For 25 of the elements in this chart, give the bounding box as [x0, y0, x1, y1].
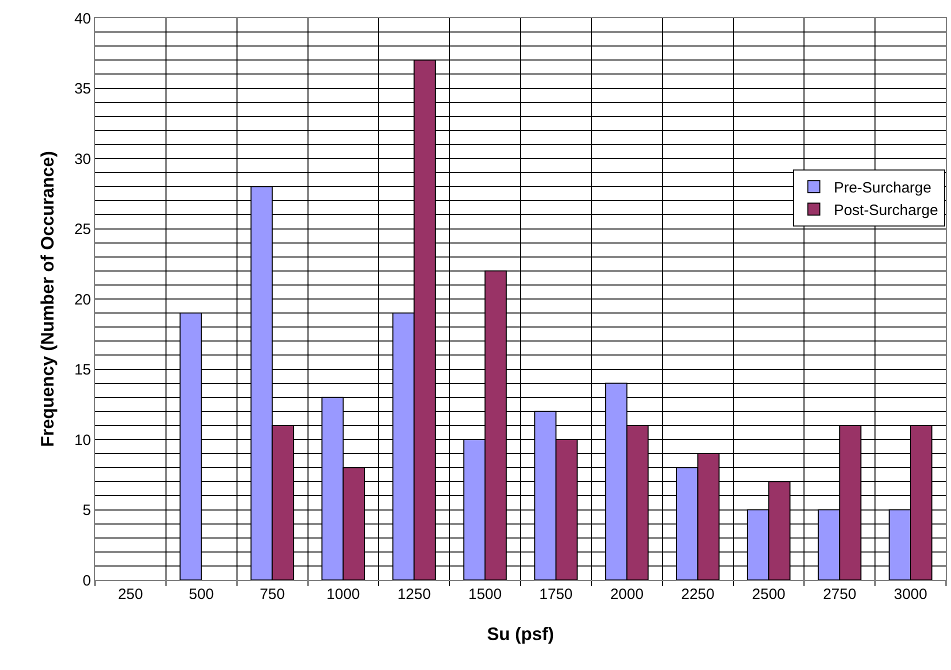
x-tick-label: 1750: [539, 586, 573, 603]
y-tick-label: 25: [74, 221, 91, 238]
y-tick-label: 35: [74, 80, 91, 98]
y-tick-label: 5: [82, 502, 91, 519]
x-tick-label: 3000: [894, 586, 928, 603]
x-tick-label: 2500: [752, 586, 786, 603]
y-tick-label: 10: [74, 432, 91, 449]
x-tick-label: 1250: [397, 586, 431, 603]
y-tick-label: 0: [82, 572, 91, 590]
y-axis-title: Frequency (Number of Occurance): [38, 150, 58, 448]
legend-label: Pre-Surcharge: [834, 179, 932, 196]
x-tick-label: 1500: [468, 586, 502, 603]
x-tick-label: 250: [118, 586, 143, 603]
legend-label: Post-Surcharge: [834, 202, 938, 219]
x-axis-title: Su (psf): [487, 624, 554, 644]
x-tick-label: 750: [260, 586, 285, 603]
x-tick-label: 500: [188, 586, 214, 603]
y-tick-label: 20: [74, 291, 91, 308]
x-tick-label: 2250: [681, 586, 714, 603]
y-tick-label: 40: [74, 10, 91, 28]
y-tick-label: 15: [74, 362, 91, 378]
y-tick-label: 30: [74, 150, 91, 168]
x-tick-label: 2000: [610, 586, 644, 603]
x-tick-label: 1000: [326, 586, 360, 603]
x-tick-label: 2750: [822, 586, 856, 603]
